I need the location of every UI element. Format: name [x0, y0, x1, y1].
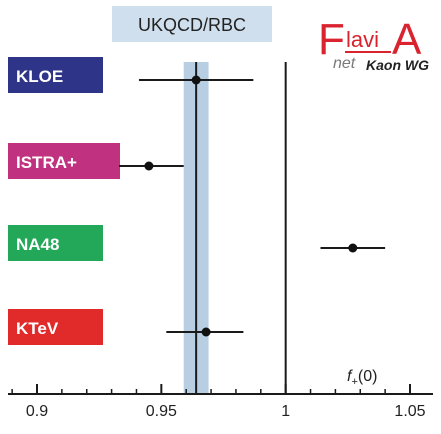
svg-text:F: F — [318, 15, 345, 64]
x-tick-label: 1.05 — [394, 403, 425, 420]
experiment-label: KLOE — [16, 67, 63, 86]
x-tick-label: 0.9 — [26, 403, 48, 420]
experiment-label: NA48 — [16, 235, 59, 254]
svg-text:Kaon WG: Kaon WG — [366, 57, 429, 73]
experiment-label: KTeV — [16, 319, 59, 338]
reference-label-box — [112, 6, 272, 42]
experiment-label-box — [8, 143, 120, 179]
experiment-label-box — [8, 225, 103, 261]
experiment-point — [144, 161, 154, 171]
experiment-kloe: KLOE — [8, 57, 254, 93]
svg-text:net: net — [333, 55, 356, 72]
svg-text:lavi: lavi — [346, 27, 379, 52]
experiment-rows: KLOE ISTRA+ NA48 KTeV — [8, 57, 386, 345]
flavianet-logo: F lavi A net Kaon WG — [318, 15, 429, 73]
experiment-na48: NA48 — [8, 225, 386, 261]
x-tick-label: 0.95 — [146, 403, 177, 420]
x-axis-label: f+(0) — [347, 368, 377, 388]
x-axis-ticks: 0.9 0.95 1 1.05 — [11, 384, 426, 420]
experiment-point — [201, 327, 211, 337]
experiment-label: ISTRA+ — [16, 153, 77, 172]
reference-label: UKQCD/RBC — [138, 15, 246, 35]
experiment-ktev: KTeV — [8, 309, 244, 345]
experiment-point — [191, 75, 201, 85]
svg-text:A: A — [392, 15, 422, 64]
experiment-label-box — [8, 57, 103, 93]
x-tick-label: 1 — [281, 403, 290, 420]
experiment-point — [348, 243, 358, 253]
experiment-label-box — [8, 309, 103, 345]
experiment-istra-: ISTRA+ — [8, 143, 184, 179]
